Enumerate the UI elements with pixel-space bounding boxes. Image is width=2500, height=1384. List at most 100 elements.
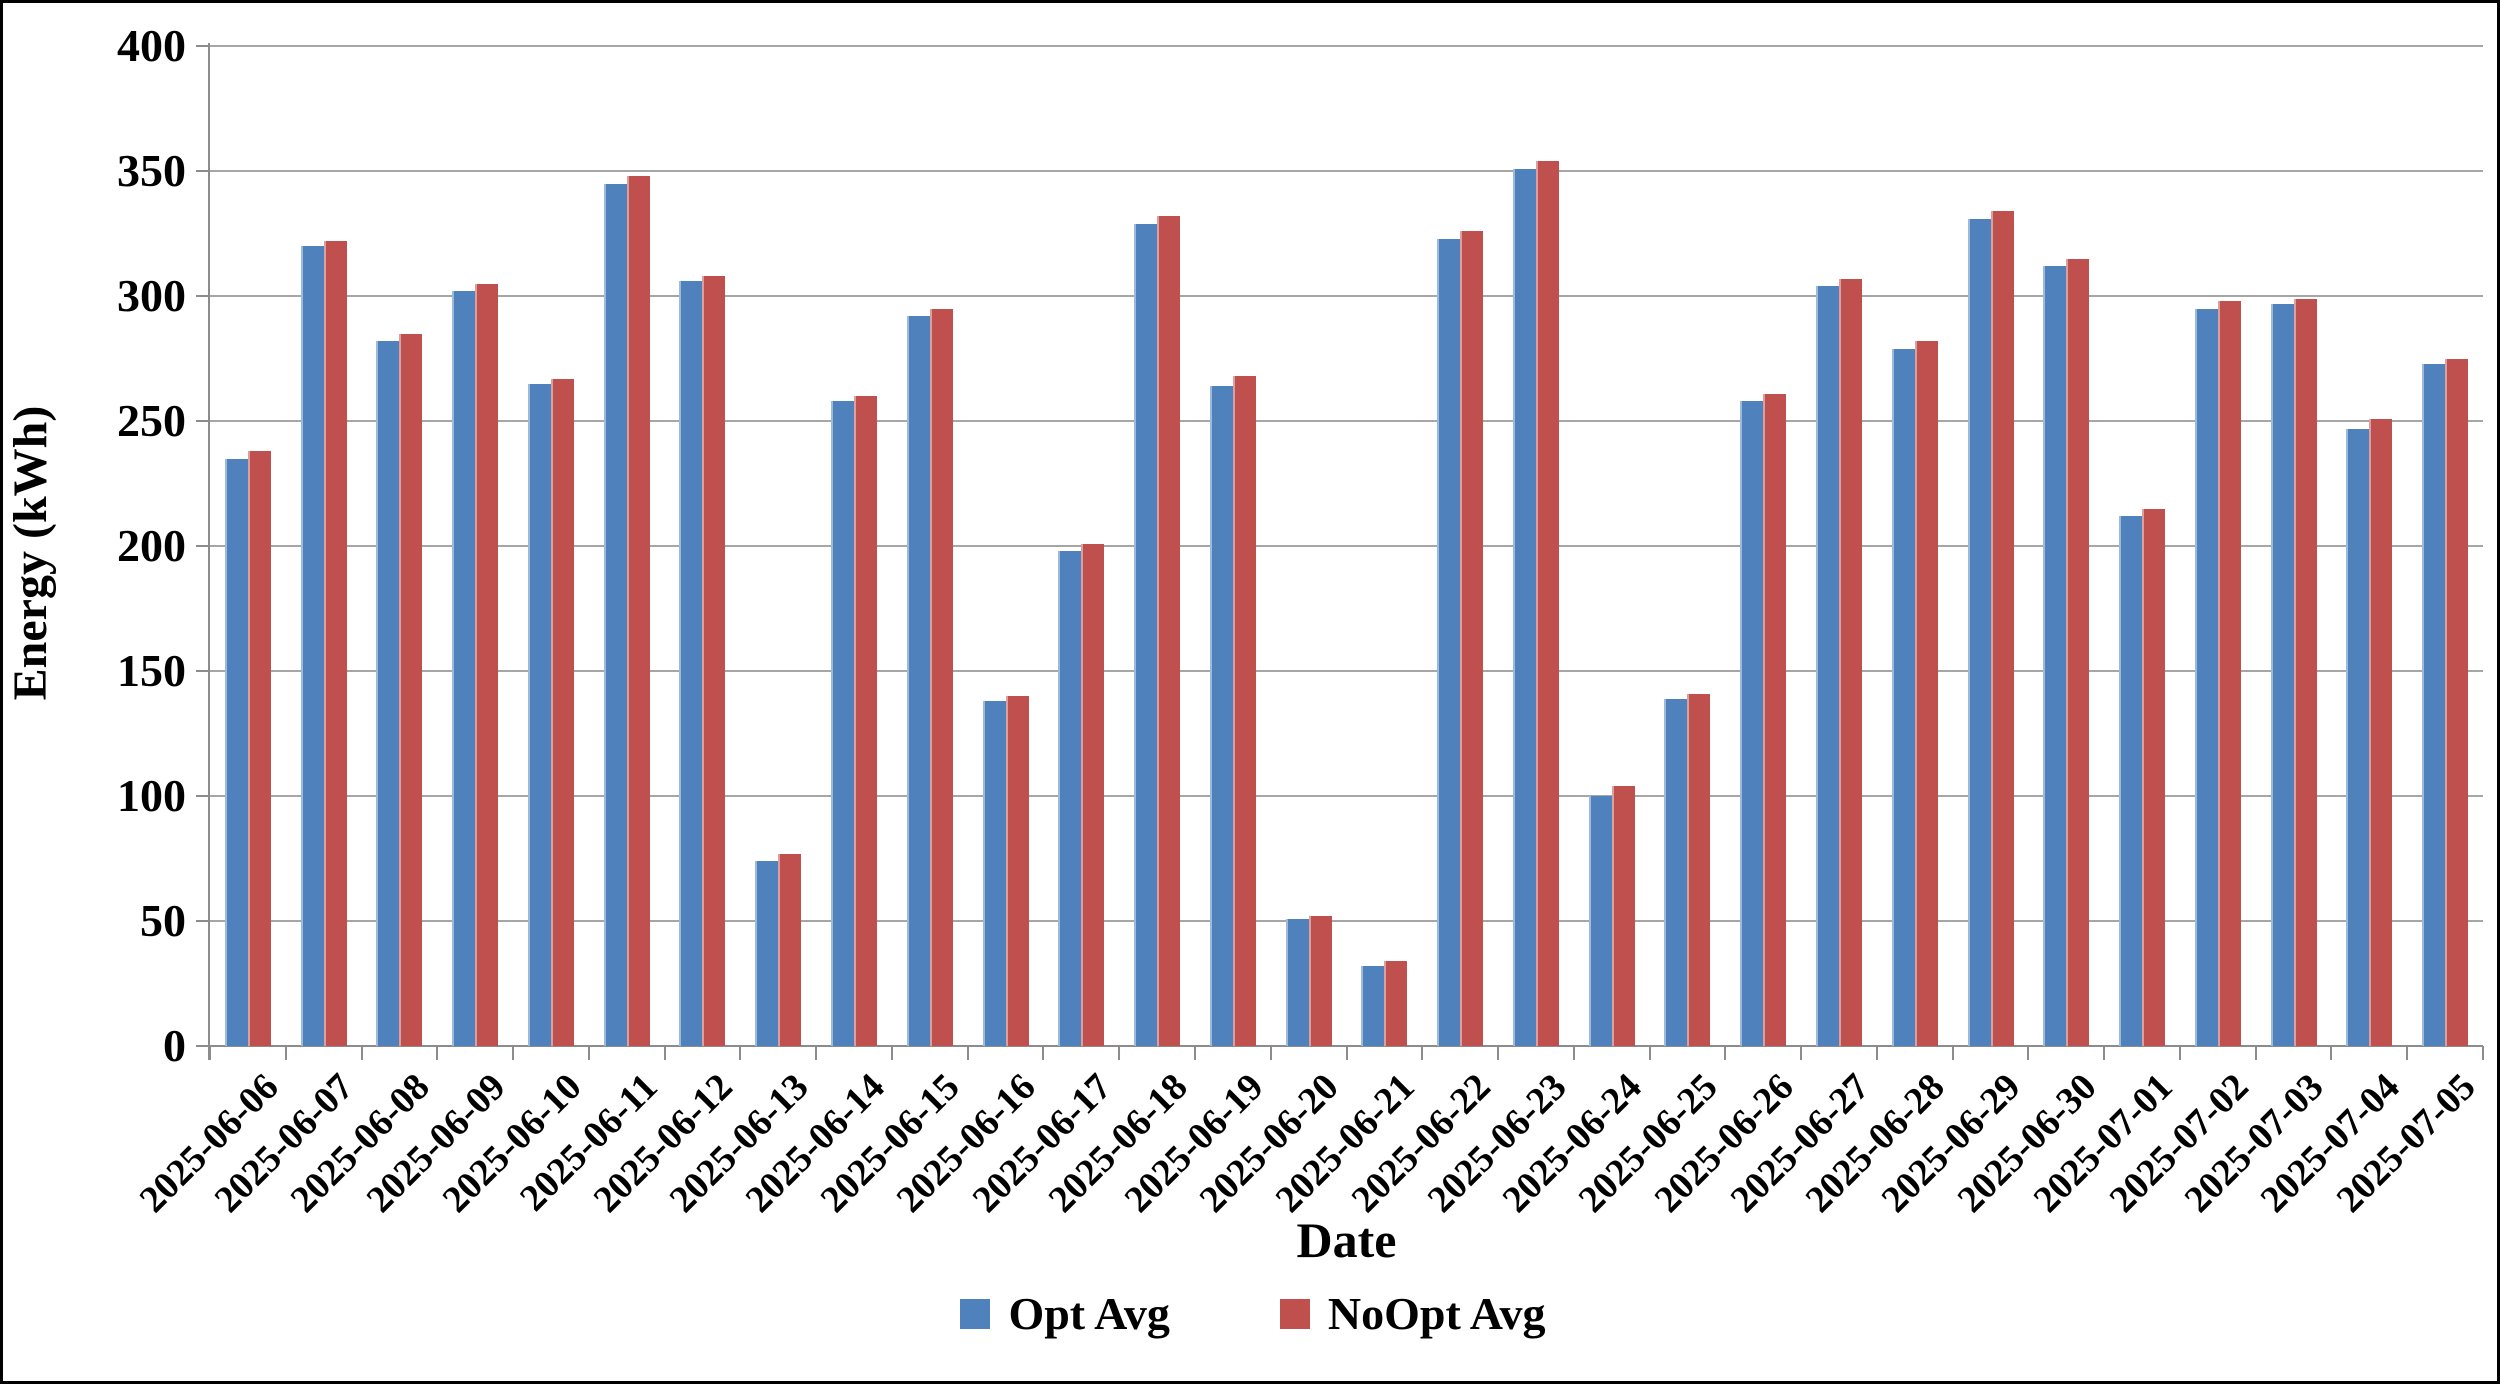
- x-tick-mark-25: [2103, 1046, 2106, 1060]
- x-tick-mark-19: [1648, 1046, 1651, 1060]
- legend-swatch-icon: [1279, 1299, 1310, 1329]
- bar-opt-avg-2025-06-25: [1664, 698, 1688, 1046]
- bar-noopt-avg-2025-06-07: [323, 241, 347, 1046]
- x-tick-mark-4: [512, 1046, 515, 1060]
- bar-noopt-avg-2025-06-12: [702, 276, 726, 1046]
- bar-opt-avg-2025-07-02: [2194, 308, 2218, 1046]
- bar-noopt-avg-2025-06-08: [399, 333, 423, 1046]
- y-tick-mark-50: [196, 920, 210, 922]
- bar-noopt-avg-2025-06-21: [1384, 961, 1408, 1046]
- bar-group-2025-06-23: [1498, 46, 1574, 1046]
- bar-opt-avg-2025-06-26: [1740, 401, 1764, 1046]
- x-tick-mark-20: [1724, 1046, 1727, 1060]
- y-tick-mark-200: [196, 545, 210, 547]
- bar-group-2025-06-07: [286, 46, 362, 1046]
- bar-noopt-avg-2025-06-24: [1611, 786, 1635, 1046]
- bar-group-2025-06-30: [2028, 46, 2104, 1046]
- bar-opt-avg-2025-06-06: [224, 458, 248, 1046]
- y-tick-label-250: 250: [117, 395, 186, 446]
- bar-opt-avg-2025-06-29: [1967, 218, 1991, 1046]
- legend-label: Opt Avg: [1008, 1288, 1170, 1339]
- bar-opt-avg-2025-06-10: [527, 383, 551, 1046]
- x-tick-mark-16: [1421, 1046, 1424, 1060]
- x-tick-mark-30: [2482, 1046, 2484, 1060]
- x-tick-mark-23: [1951, 1046, 1954, 1060]
- bar-opt-avg-2025-07-01: [2119, 516, 2143, 1046]
- legend-label: NoOpt Avg: [1327, 1288, 1546, 1339]
- bar-opt-avg-2025-06-30: [2043, 266, 2067, 1046]
- x-tick-mark-8: [815, 1046, 818, 1060]
- bar-opt-avg-2025-06-23: [1512, 168, 1536, 1046]
- x-tick-mark-2: [360, 1046, 363, 1060]
- y-tick-label-100: 100: [117, 770, 186, 821]
- y-axis-line: [208, 43, 210, 1060]
- chart-legend: Opt Avg NoOpt Avg: [3, 1288, 2497, 1339]
- bar-group-2025-06-29: [1953, 46, 2029, 1046]
- bar-noopt-avg-2025-06-20: [1308, 916, 1332, 1046]
- gridline-300: [210, 295, 2483, 297]
- gridline-350: [210, 170, 2483, 172]
- bar-opt-avg-2025-06-15: [906, 316, 930, 1046]
- bar-group-2025-06-24: [1574, 46, 1650, 1046]
- bar-noopt-avg-2025-06-06: [247, 451, 271, 1046]
- bar-noopt-avg-2025-06-27: [1838, 278, 1862, 1046]
- bar-opt-avg-2025-06-14: [831, 401, 854, 1046]
- y-tick-mark-350: [196, 170, 210, 172]
- bar-noopt-avg-2025-07-04: [2369, 418, 2393, 1046]
- bar-opt-avg-2025-06-18: [1134, 223, 1158, 1046]
- x-tick-mark-5: [587, 1046, 590, 1060]
- bar-group-2025-06-16: [968, 46, 1044, 1046]
- x-tick-mark-15: [1345, 1046, 1348, 1060]
- bar-noopt-avg-2025-06-26: [1763, 393, 1787, 1046]
- y-tick-label-150: 150: [117, 645, 186, 696]
- legend-swatch-icon: [960, 1299, 991, 1329]
- bar-noopt-avg-2025-06-11: [626, 176, 650, 1046]
- x-tick-mark-9: [890, 1046, 893, 1060]
- x-tick-mark-17: [1497, 1046, 1500, 1060]
- x-tick-mark-0: [209, 1046, 211, 1060]
- x-tick-mark-26: [2178, 1046, 2181, 1060]
- bar-noopt-avg-2025-06-23: [1535, 161, 1559, 1046]
- gridline-200: [210, 545, 2483, 547]
- x-tick-mark-28: [2330, 1046, 2333, 1060]
- bar-group-2025-06-27: [1801, 46, 1877, 1046]
- y-tick-label-50: 50: [140, 895, 186, 946]
- x-tick-mark-1: [284, 1046, 287, 1060]
- bar-noopt-avg-2025-06-18: [1157, 216, 1181, 1046]
- bar-opt-avg-2025-06-24: [1588, 796, 1612, 1046]
- bar-noopt-avg-2025-06-14: [854, 396, 877, 1046]
- bar-noopt-avg-2025-07-03: [2293, 298, 2317, 1046]
- bar-group-2025-06-21: [1347, 46, 1423, 1046]
- bar-group-2025-06-14: [816, 46, 892, 1046]
- bar-group-2025-06-10: [513, 46, 589, 1046]
- bar-group-2025-06-20: [1271, 46, 1347, 1046]
- x-tick-mark-29: [2406, 1046, 2409, 1060]
- bar-opt-avg-2025-06-12: [679, 281, 703, 1046]
- y-tick-mark-0: [196, 1045, 210, 1047]
- bar-opt-avg-2025-06-07: [300, 246, 324, 1046]
- y-tick-mark-150: [196, 670, 210, 672]
- y-tick-label-350: 350: [117, 145, 186, 196]
- gridline-400: [210, 45, 2483, 47]
- plot-area: [210, 45, 2483, 1047]
- bar-opt-avg-2025-06-19: [1209, 386, 1233, 1046]
- bar-opt-avg-2025-06-16: [982, 701, 1006, 1046]
- x-tick-mark-27: [2254, 1046, 2257, 1060]
- bar-opt-avg-2025-06-08: [376, 341, 400, 1046]
- y-tick-label-300: 300: [117, 270, 186, 321]
- bar-group-2025-06-06: [210, 46, 286, 1046]
- bar-group-2025-06-28: [1877, 46, 1953, 1046]
- bar-opt-avg-2025-06-20: [1285, 918, 1309, 1046]
- bar-opt-avg-2025-07-03: [2270, 303, 2294, 1046]
- bar-noopt-avg-2025-07-02: [2217, 301, 2241, 1046]
- x-tick-mark-18: [1572, 1046, 1575, 1060]
- bar-noopt-avg-2025-06-16: [1005, 696, 1029, 1046]
- bar-noopt-avg-2025-06-19: [1232, 376, 1256, 1046]
- x-axis-title: Date: [1296, 1212, 1397, 1268]
- bar-noopt-avg-2025-06-30: [2066, 258, 2090, 1046]
- x-tick-mark-11: [1042, 1046, 1045, 1060]
- gridline-150: [210, 670, 2483, 672]
- x-tick-mark-12: [1118, 1046, 1121, 1060]
- y-tick-label-200: 200: [117, 520, 186, 571]
